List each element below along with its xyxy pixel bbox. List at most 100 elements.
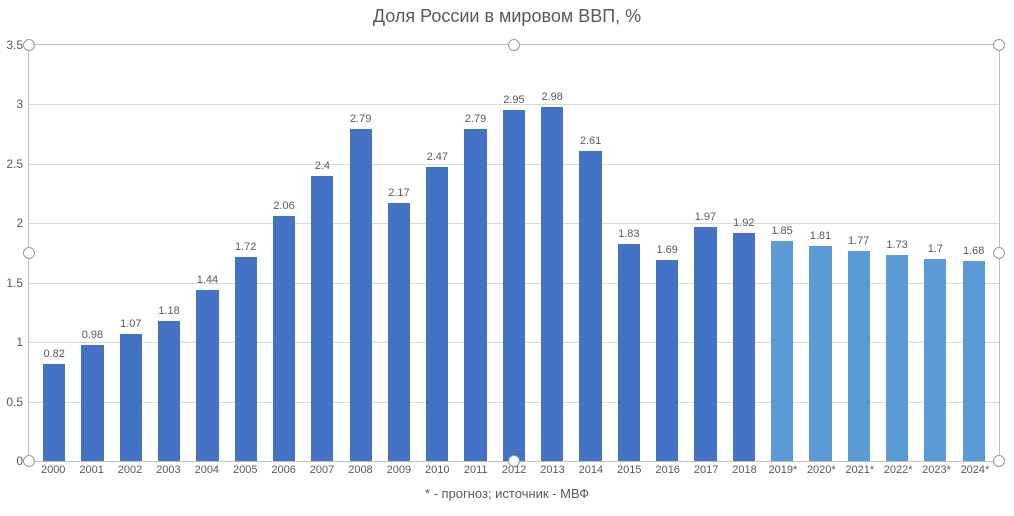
y-tick-label: 0.5: [6, 395, 29, 409]
bar-value-label: 1.7: [928, 243, 943, 259]
bar-slot: 2.79: [456, 45, 494, 461]
bar-value-label: 2.79: [350, 113, 371, 129]
bar-slot: 1.73: [878, 45, 916, 461]
bar[interactable]: 1.68: [963, 261, 985, 461]
bar-slot: 2.47: [418, 45, 456, 461]
selection-handle-top-left-icon[interactable]: [23, 39, 35, 51]
bar[interactable]: 0.82: [43, 364, 65, 461]
selection-handle-middle-left-icon[interactable]: [23, 247, 35, 259]
y-tick-label: 1.5: [6, 276, 29, 290]
bar-value-label: 1.85: [771, 225, 792, 241]
chart-title: Доля России в мировом ВВП, %: [0, 0, 1014, 27]
bar[interactable]: 1.07: [120, 334, 142, 461]
bar[interactable]: 1.72: [235, 257, 257, 461]
plot-area[interactable]: 0.820.981.071.181.441.722.062.42.792.172…: [28, 44, 1000, 462]
x-tick-label: 2019*: [764, 464, 802, 476]
bar-value-label: 0.82: [43, 348, 64, 364]
bar-slot: 1.92: [725, 45, 763, 461]
bar[interactable]: 2.98: [541, 107, 563, 461]
chart-footnote: * - прогноз; источник - МВФ: [0, 486, 1014, 501]
bar-value-label: 0.98: [82, 329, 103, 345]
bar-slot: 2.98: [533, 45, 571, 461]
y-tick-label: 2.5: [6, 157, 29, 171]
bar[interactable]: 1.69: [656, 260, 678, 461]
bar-slot: 1.7: [916, 45, 954, 461]
bar[interactable]: 1.44: [196, 290, 218, 461]
bar-value-label: 2.47: [427, 151, 448, 167]
x-tick-label: 2002: [111, 464, 149, 476]
bar-slot: 1.77: [840, 45, 878, 461]
bar[interactable]: 1.97: [694, 227, 716, 461]
y-tick-label: 3: [16, 97, 29, 111]
bar-value-label: 1.07: [120, 318, 141, 334]
bar-slot: 1.81: [801, 45, 839, 461]
bar-value-label: 1.68: [963, 245, 984, 261]
bar-value-label: 1.69: [656, 244, 677, 260]
bar-slot: 1.83: [610, 45, 648, 461]
x-tick-label: 2018: [725, 464, 763, 476]
x-tick-label: 2011: [456, 464, 494, 476]
bar-slot: 1.69: [648, 45, 686, 461]
selection-handle-top-middle-icon[interactable]: [508, 39, 520, 51]
bar-slot: 1.18: [150, 45, 188, 461]
x-tick-label: 2016: [649, 464, 687, 476]
x-tick-label: 2023*: [917, 464, 955, 476]
selection-handle-bottom-left-icon[interactable]: [23, 455, 35, 467]
bar[interactable]: 2.4: [311, 176, 333, 461]
x-tick-label: 2020*: [802, 464, 840, 476]
bar[interactable]: 2.06: [273, 216, 295, 461]
bar[interactable]: 1.77: [848, 251, 870, 461]
bar-slot: 1.72: [227, 45, 265, 461]
x-tick-label: 2024*: [956, 464, 994, 476]
y-tick-label: 2: [16, 216, 29, 230]
bar-slot: 2.79: [342, 45, 380, 461]
bar[interactable]: 0.98: [81, 345, 103, 461]
bar-value-label: 2.79: [465, 113, 486, 129]
bar[interactable]: 1.85: [771, 241, 793, 461]
bar[interactable]: 1.18: [158, 321, 180, 461]
bar[interactable]: 1.7: [924, 259, 946, 461]
bar-value-label: 2.98: [542, 91, 563, 107]
selection-handle-bottom-right-icon[interactable]: [993, 455, 1005, 467]
bar-slot: 2.95: [495, 45, 533, 461]
x-tick-label: 2010: [418, 464, 456, 476]
bar[interactable]: 2.95: [503, 110, 525, 461]
bar[interactable]: 1.83: [618, 244, 640, 462]
bar[interactable]: 1.81: [809, 246, 831, 461]
bar-layer: 0.820.981.071.181.441.722.062.42.792.172…: [29, 45, 999, 461]
x-tick-label: 2022*: [879, 464, 917, 476]
bar-value-label: 2.61: [580, 135, 601, 151]
bar-slot: 1.07: [112, 45, 150, 461]
bar-slot: 0.98: [73, 45, 111, 461]
x-tick-label: 2006: [264, 464, 302, 476]
bar-slot: 0.82: [35, 45, 73, 461]
bar-value-label: 1.77: [848, 235, 869, 251]
x-tick-label: 2014: [572, 464, 610, 476]
bar-value-label: 2.17: [388, 187, 409, 203]
bar-slot: 1.97: [686, 45, 724, 461]
bar[interactable]: 2.61: [579, 151, 601, 461]
bar-value-label: 1.97: [695, 211, 716, 227]
bar-slot: 2.06: [265, 45, 303, 461]
bar-value-label: 1.83: [618, 228, 639, 244]
bar[interactable]: 1.73: [886, 255, 908, 461]
x-tick-label: 2017: [687, 464, 725, 476]
bar-value-label: 1.73: [886, 239, 907, 255]
bar-slot: 1.68: [955, 45, 993, 461]
bar-value-label: 2.4: [315, 160, 330, 176]
bar[interactable]: 2.79: [464, 129, 486, 461]
bar-value-label: 1.81: [810, 230, 831, 246]
selection-handle-bottom-middle-icon[interactable]: [508, 455, 520, 467]
x-tick-label: 2007: [303, 464, 341, 476]
y-tick-label: 1: [16, 335, 29, 349]
bar[interactable]: 2.47: [426, 167, 448, 461]
bar-slot: 2.61: [571, 45, 609, 461]
bar[interactable]: 2.17: [388, 203, 410, 461]
selection-handle-top-right-icon[interactable]: [993, 39, 1005, 51]
bar[interactable]: 2.79: [350, 129, 372, 461]
selection-handle-middle-right-icon[interactable]: [993, 247, 1005, 259]
bar-slot: 2.4: [303, 45, 341, 461]
bar[interactable]: 1.92: [733, 233, 755, 461]
x-tick-label: 2003: [149, 464, 187, 476]
chart-container: Доля России в мировом ВВП, % 0.82 0.98 1.0…: [0, 0, 1014, 516]
